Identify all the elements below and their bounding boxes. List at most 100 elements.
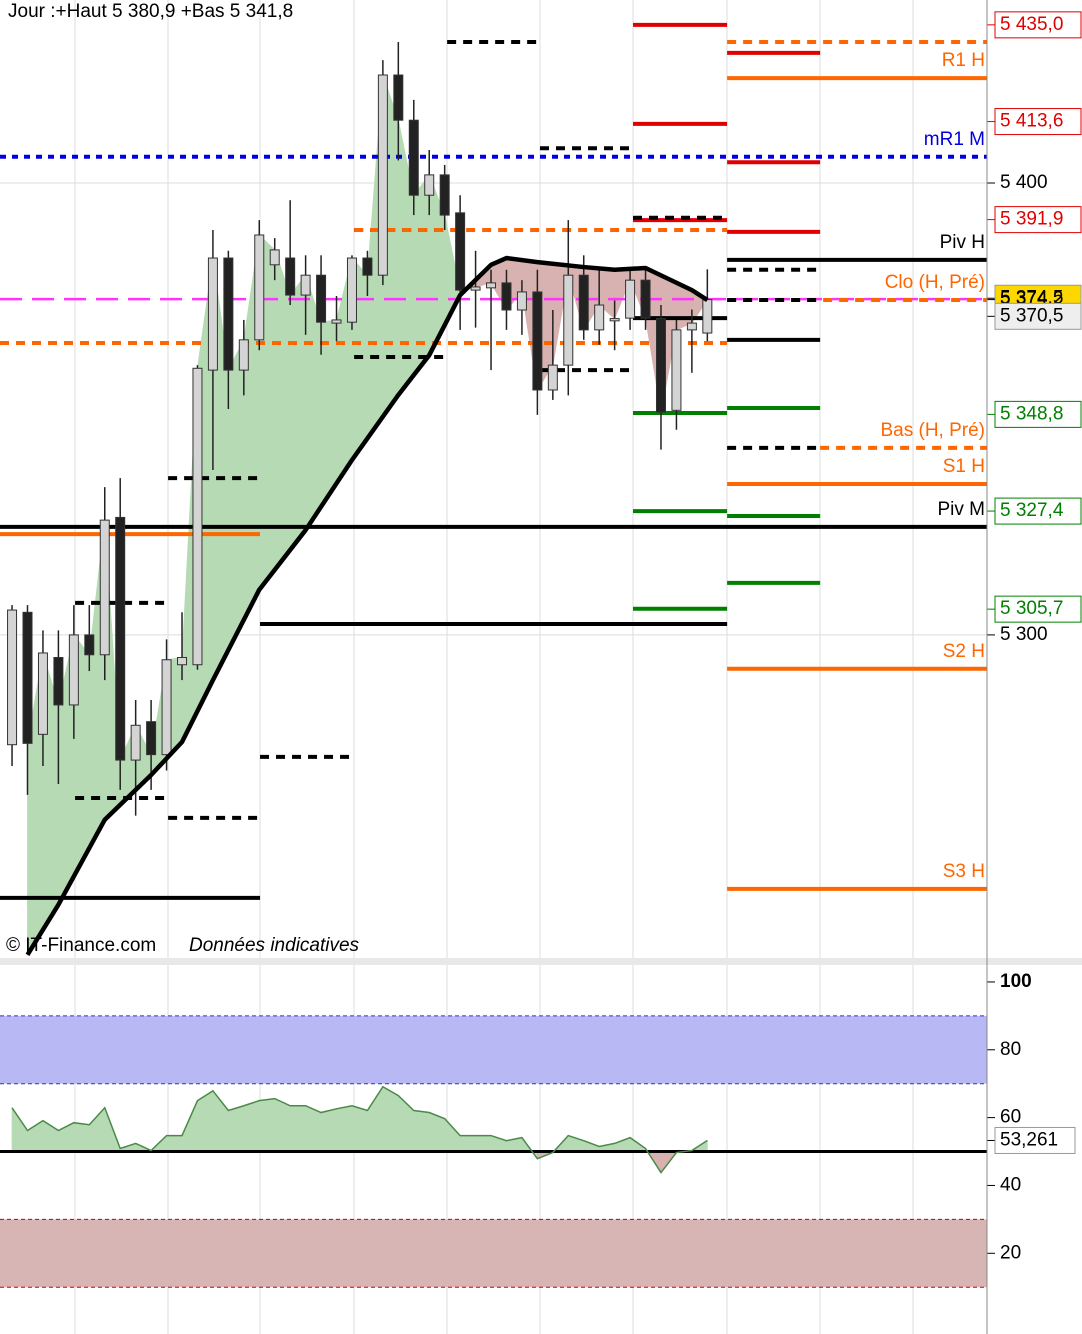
y-tick-label: 100 <box>1000 971 1032 992</box>
rsi-fill <box>227 1105 245 1152</box>
candle-body <box>655 318 666 413</box>
marker-label: 53,261 <box>1000 1129 1058 1150</box>
rsi-fill <box>73 1122 90 1152</box>
candle-body <box>455 212 466 291</box>
candle-body <box>702 299 713 334</box>
trend-fill <box>227 339 245 651</box>
rsi-fill <box>320 1108 337 1152</box>
y-tick-label: 40 <box>1000 1174 1021 1195</box>
rsi-fill <box>475 1135 492 1152</box>
y-tick-label: 5 300 <box>1000 624 1048 645</box>
candle-body <box>37 652 48 735</box>
candle-body <box>68 634 79 706</box>
rsi-band <box>0 1015 987 1084</box>
candle-body <box>439 174 450 216</box>
trend-fill <box>320 319 337 509</box>
candle-body <box>393 74 404 121</box>
trend-fill <box>413 173 430 377</box>
y-tick-label: 60 <box>1000 1107 1021 1128</box>
candle-body <box>346 257 357 323</box>
candle-body <box>377 74 388 276</box>
candle-body <box>547 364 558 391</box>
marker-label: 5 391,9 <box>1000 209 1063 230</box>
level-label: S3 H <box>943 861 985 882</box>
candle-body <box>362 257 373 276</box>
candle-body <box>470 286 481 291</box>
candle-body <box>130 724 141 761</box>
candle-body <box>408 119 419 196</box>
y-tick-label: 80 <box>1000 1039 1021 1060</box>
marker-label: 5 413,6 <box>1000 111 1063 132</box>
candle-body <box>594 304 605 331</box>
marker-label: 5 305,7 <box>1000 598 1063 619</box>
note: Données indicatives <box>189 935 360 956</box>
candle-body <box>640 279 651 319</box>
rsi-fill <box>289 1105 307 1152</box>
marker-label: 5 370,5 <box>1000 305 1063 326</box>
marker-box <box>994 400 1082 428</box>
candle-body <box>84 634 95 656</box>
candle-body <box>285 257 296 296</box>
candle-body <box>625 279 636 319</box>
candle-body <box>146 721 157 756</box>
rsi-fill <box>413 1110 430 1152</box>
marker-label: 5 327,4 <box>1000 500 1064 521</box>
level-label: R1 H <box>942 50 985 71</box>
rsi-fill <box>382 1086 399 1152</box>
rsi-fill <box>166 1135 183 1152</box>
candle-body <box>316 274 327 323</box>
candle-body <box>7 609 18 746</box>
moving-average <box>25 255 709 957</box>
marker-box <box>994 302 1082 330</box>
level-label: Piv M <box>938 499 986 520</box>
rsi-fill <box>336 1105 353 1152</box>
marker-box <box>994 206 1082 234</box>
candle-body <box>254 234 265 341</box>
trend-fill <box>274 249 291 571</box>
marker-box <box>994 11 1082 39</box>
rsi-fill <box>258 1098 276 1152</box>
candle-body <box>269 249 280 266</box>
y-tick-label: 20 <box>1000 1242 1021 1263</box>
candle-body <box>22 611 33 744</box>
candle-body <box>563 274 574 366</box>
marker-box <box>994 108 1082 136</box>
level-label: Clo (H, Pré) <box>885 272 985 293</box>
candle-body <box>671 329 682 411</box>
level-label: mR1 M <box>924 129 985 150</box>
candle-body <box>686 322 697 331</box>
candle-body <box>424 174 435 196</box>
level-label: S2 H <box>943 641 985 662</box>
marker-label: 5 348,8 <box>1000 403 1063 424</box>
candle-body <box>516 291 527 311</box>
chart-title: Jour :+Haut 5 380,9 +Bas 5 341,8 <box>8 1 293 22</box>
candle-body <box>532 291 543 391</box>
y-tick-label: 5 400 <box>1000 172 1048 193</box>
rsi-fill <box>243 1100 260 1152</box>
candle-body <box>238 339 249 371</box>
rsi-band <box>0 1219 987 1288</box>
level-label: S1 H <box>943 456 985 477</box>
level-label: Bas (H, Pré) <box>880 420 985 441</box>
candle-body <box>223 257 234 371</box>
candle-body <box>53 656 64 706</box>
candle-body <box>99 519 110 656</box>
marker-box <box>994 595 1082 623</box>
candle-body <box>609 318 620 322</box>
candle-body <box>161 659 172 756</box>
candle-body <box>207 257 218 371</box>
candle-body <box>501 282 512 311</box>
candle-body <box>177 656 188 666</box>
source: © IT-Finance.com <box>6 935 156 956</box>
marker-box <box>994 497 1082 525</box>
marker-label: 5 435,0 <box>1000 14 1063 35</box>
marker-box <box>994 1126 1076 1154</box>
candle-body <box>578 274 589 331</box>
candle-body <box>192 367 203 666</box>
candle-body <box>300 274 311 296</box>
panel-separator <box>0 958 1082 965</box>
rsi-line <box>11 1085 708 1174</box>
trend-fill <box>289 274 307 552</box>
